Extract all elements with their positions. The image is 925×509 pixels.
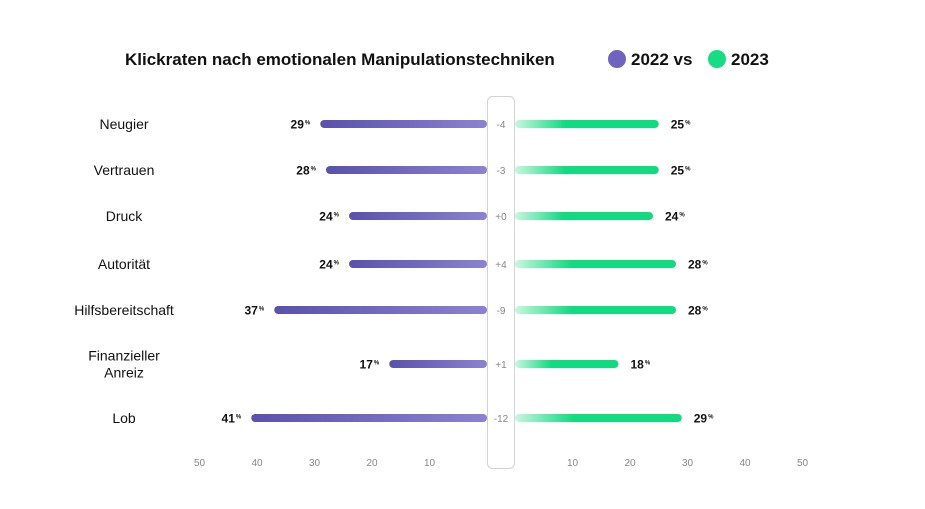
value-label-2022: 29% xyxy=(291,118,311,132)
axis-ticks: 50 40 30 20 10 10 20 30 40 50 xyxy=(194,458,809,469)
legend-label-2023: 2023 xyxy=(731,50,769,69)
category-label: Autorität xyxy=(98,256,150,272)
difference-label: -12 xyxy=(494,414,509,425)
category-label: Lob xyxy=(112,410,136,426)
difference-label: -9 xyxy=(497,306,506,317)
category-label: Vertrauen xyxy=(94,162,155,178)
value-label-2023: 24% xyxy=(665,210,685,224)
tick-label-left: 10 xyxy=(424,458,436,469)
tick-label-right: 30 xyxy=(682,458,694,469)
difference-label: -3 xyxy=(497,166,506,177)
tick-label-right: 20 xyxy=(624,458,636,469)
tick-label-left: 40 xyxy=(251,458,263,469)
difference-label: -4 xyxy=(497,120,506,131)
value-label-2023: 29% xyxy=(694,412,714,426)
legend-swatch-2022 xyxy=(608,50,626,68)
value-label-2023: 28% xyxy=(688,258,708,272)
value-label-2022: 41% xyxy=(222,412,242,426)
bar-2023 xyxy=(515,260,676,268)
bar-2022 xyxy=(274,306,487,314)
category-label: Druck xyxy=(106,208,144,224)
category-label: Hilfsbereitschaft xyxy=(74,302,174,318)
bar-2023 xyxy=(515,166,659,174)
difference-label: +1 xyxy=(495,360,507,371)
value-label-2022: 37% xyxy=(245,304,265,318)
tick-label-left: 20 xyxy=(366,458,378,469)
value-label-2023: 28% xyxy=(688,304,708,318)
bar-2022 xyxy=(320,120,487,128)
difference-label: +0 xyxy=(495,212,507,223)
value-label-2022: 28% xyxy=(296,164,316,178)
bar-2023 xyxy=(515,212,653,220)
bar-2023 xyxy=(515,360,619,368)
tick-label-left: 30 xyxy=(309,458,321,469)
category-label: Neugier xyxy=(99,116,148,132)
bar-2022 xyxy=(326,166,487,174)
value-label-2022: 17% xyxy=(360,358,380,372)
value-label-2023: 25% xyxy=(671,164,691,178)
bar-2022 xyxy=(349,212,487,220)
category-label: Finanzieller Anreiz xyxy=(88,348,160,381)
bar-2022 xyxy=(349,260,487,268)
bar-2022 xyxy=(389,360,487,368)
tick-label-right: 50 xyxy=(797,458,809,469)
tick-label-right: 40 xyxy=(739,458,751,469)
bars-layer: Neugier 29% 25% -4 Vertrauen 28% 25% -3 Druck 24%… xyxy=(74,116,714,426)
difference-column xyxy=(487,96,515,469)
legend-label-2022: 2022 vs xyxy=(631,50,692,69)
value-label-2023: 18% xyxy=(631,358,651,372)
bar-2023 xyxy=(515,306,676,314)
value-label-2022: 24% xyxy=(319,210,339,224)
legend-swatch-2023 xyxy=(708,50,726,68)
chart-title: Klickraten nach emotionalen Manipulation… xyxy=(125,50,555,69)
difference-label: +4 xyxy=(495,260,507,271)
tick-label-right: 10 xyxy=(567,458,579,469)
tick-label-left: 50 xyxy=(194,458,206,469)
bar-2023 xyxy=(515,414,682,422)
bar-2023 xyxy=(515,120,659,128)
value-label-2022: 24% xyxy=(319,258,339,272)
bar-2022 xyxy=(251,414,487,422)
value-label-2023: 25% xyxy=(671,118,691,132)
